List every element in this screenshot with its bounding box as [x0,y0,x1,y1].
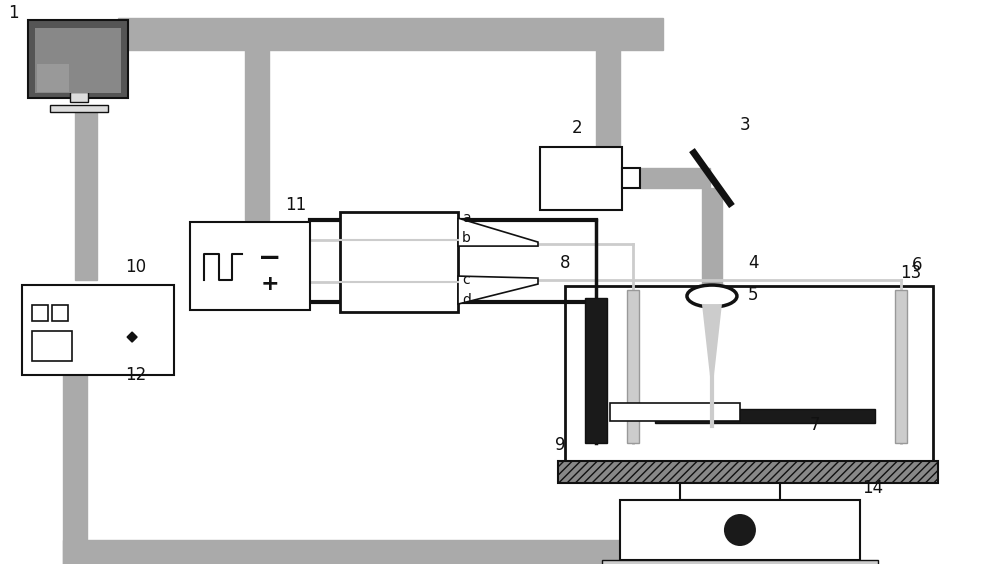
Bar [35,28,121,93]
Text: 7: 7 [810,416,820,434]
Bar [655,409,875,423]
Ellipse shape [687,285,737,307]
Bar [63,540,738,564]
Text: a: a [462,211,471,225]
Bar [63,375,87,564]
Bar [32,305,48,321]
Bar [118,18,663,50]
Text: 11: 11 [285,196,306,214]
Bar [37,64,69,92]
Bar [245,50,269,220]
Polygon shape [458,276,538,304]
Bar [75,112,97,280]
Polygon shape [458,218,538,246]
Bar [622,168,640,188]
Polygon shape [127,332,137,342]
Text: 5: 5 [748,286,758,304]
Text: d: d [462,293,471,307]
Bar [28,20,128,98]
Bar [70,92,88,102]
Text: 13: 13 [900,264,921,282]
Text: −: − [258,244,282,272]
Bar [32,331,72,361]
Bar [596,50,620,160]
Text: b: b [462,231,471,245]
Bar [190,222,310,310]
Text: 8: 8 [560,254,570,272]
Bar [540,147,622,210]
Bar [22,285,174,375]
Text: 12: 12 [125,366,146,384]
Bar [558,461,938,483]
Text: 10: 10 [125,258,146,276]
Bar [50,105,108,112]
Bar [602,560,878,564]
Circle shape [724,514,756,546]
Bar [702,188,722,295]
Bar [565,286,933,461]
Bar [52,305,68,321]
Text: 6: 6 [912,256,922,274]
Text: 2: 2 [572,119,583,137]
Bar [585,298,607,443]
Text: 9: 9 [555,436,565,454]
Polygon shape [702,304,722,376]
Text: 14: 14 [862,479,883,497]
Bar [640,168,710,188]
Bar [620,500,860,560]
Text: 3: 3 [740,116,751,134]
Bar [610,403,740,421]
Text: +: + [261,274,279,294]
Text: 1: 1 [8,4,19,22]
Text: c: c [462,273,470,287]
Bar [895,290,907,443]
Bar [340,212,458,312]
Bar [680,483,780,500]
Bar [627,290,639,443]
Text: 4: 4 [748,254,758,272]
